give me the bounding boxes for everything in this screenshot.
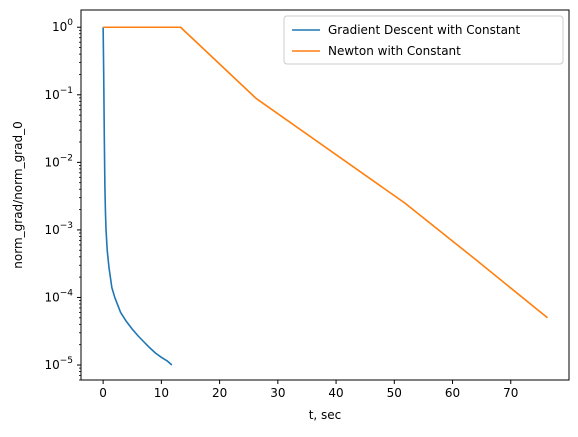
x-tick-label: 0 [99,386,107,400]
x-axis-label: t, sec [309,408,342,422]
y-tick-label: 10−1 [44,86,73,102]
y-tick-label: 10−3 [44,221,73,237]
legend-label: Newton with Constant [328,44,461,58]
legend-box [283,15,564,65]
x-axis: 0 10 20 30 40 50 60 70 [99,380,518,400]
x-tick-label: 70 [503,386,518,400]
x-tick-label: 50 [387,386,402,400]
series-line-2 [103,26,548,319]
x-tick-label: 20 [212,386,227,400]
y-tick-label: 10−5 [44,356,73,372]
x-tick-label: 10 [154,386,169,400]
y-axis-label: norm_grad/norm_grad_0 [11,121,25,268]
plot-frame [80,9,570,381]
legend: Gradient Descent with Constant Newton wit… [283,15,564,65]
series-layer [102,26,548,366]
series-line-1 [102,27,173,366]
legend-label: Gradient Descent with Constant [328,23,521,37]
y-tick-label: 10−4 [44,288,73,304]
y-tick-label: 10−2 [44,153,73,169]
x-tick-label: 60 [445,386,460,400]
x-tick-label: 40 [328,386,343,400]
y-axis: 10−5 10−4 10−3 10−2 10−1 100 [44,18,81,381]
x-tick-label: 30 [270,386,285,400]
y-tick-label: 100 [52,18,73,34]
